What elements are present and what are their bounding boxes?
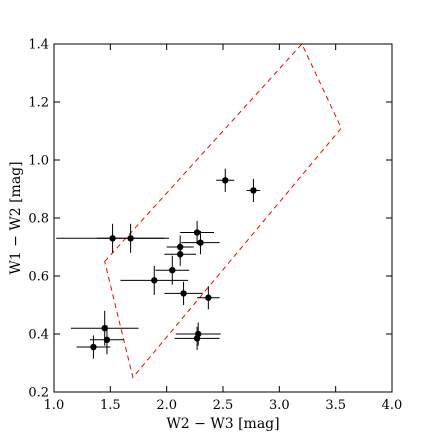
data-point [197, 286, 220, 310]
x-tick-label: 3.0 [269, 398, 290, 413]
y-tick-label: 0.4 [28, 328, 49, 343]
data-point [164, 242, 196, 266]
y-tick-label: 0.8 [28, 212, 49, 227]
point-marker [205, 294, 212, 301]
y-tick-label: 0.6 [28, 270, 49, 285]
data-point [174, 326, 220, 350]
data-point [120, 265, 189, 295]
plot-content [56, 44, 342, 379]
selection-region [104, 44, 342, 379]
plot-area [56, 44, 342, 379]
y-tick-label: 1.2 [28, 96, 49, 111]
point-marker [103, 336, 111, 343]
x-tick-label: 4.0 [382, 398, 403, 413]
data-point [180, 220, 214, 245]
data-point [164, 281, 203, 305]
data-point [90, 325, 124, 355]
x-tick-label: 3.5 [325, 398, 346, 413]
y-axis-label: W1 − W2 [mag] [8, 161, 24, 274]
data-point [181, 231, 220, 255]
axis-ticks: 1.0 1.5 2.0 2.5 3.0 3.5 4.0 0.2 0.4 0.6 0.8 1.0 1.2 1… [28, 38, 402, 414]
data-point [246, 178, 261, 203]
plot-frame [53, 43, 393, 393]
point-marker [180, 290, 187, 297]
data-point [76, 335, 111, 359]
point-marker [193, 229, 201, 236]
point-marker [193, 335, 201, 342]
point-marker [222, 177, 229, 184]
point-marker [90, 343, 97, 351]
data-point [216, 168, 235, 192]
point-marker [151, 277, 158, 284]
x-axis-label: W2 − W3 [mag] [166, 416, 279, 432]
point-marker [250, 187, 257, 194]
y-tick-label: 1.0 [28, 154, 49, 169]
data-point [175, 322, 221, 346]
x-tick-label: 1.0 [44, 398, 65, 413]
x-tick-label: 1.5 [100, 398, 121, 413]
point-marker [101, 325, 108, 332]
point-marker [176, 251, 184, 258]
point-marker [127, 235, 134, 242]
point-marker [197, 239, 204, 246]
y-tick-label: 1.4 [28, 38, 49, 53]
x-tick-label: 2.0 [156, 398, 177, 413]
y-tick-label: 0.2 [28, 386, 49, 401]
data-point [96, 223, 165, 253]
point-marker [169, 267, 176, 274]
x-tick-label: 2.5 [213, 398, 234, 413]
